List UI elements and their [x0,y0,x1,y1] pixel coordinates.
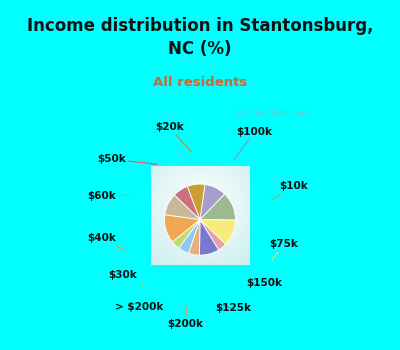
Wedge shape [200,220,219,255]
Text: $20k: $20k [155,122,191,152]
Wedge shape [200,184,225,220]
Wedge shape [174,187,200,220]
Wedge shape [200,220,226,250]
Text: > $200k: > $200k [115,299,164,312]
Wedge shape [200,220,236,244]
Wedge shape [172,220,200,248]
Text: $200k: $200k [167,307,203,329]
Text: $100k: $100k [234,127,272,159]
Text: Income distribution in Stantonsburg,
NC (%): Income distribution in Stantonsburg, NC … [27,17,373,57]
Text: $50k: $50k [97,154,157,164]
Wedge shape [187,184,205,220]
Text: $30k: $30k [108,270,146,286]
Text: $60k: $60k [87,191,130,201]
Text: $75k: $75k [270,239,298,259]
Text: $125k: $125k [215,303,251,314]
Wedge shape [165,195,200,220]
Text: $10k: $10k [272,181,308,200]
Text: $40k: $40k [87,233,125,250]
Wedge shape [179,220,200,253]
Text: All residents: All residents [153,76,247,89]
Text: $150k: $150k [246,278,282,290]
Wedge shape [200,194,236,220]
Wedge shape [188,220,200,255]
Wedge shape [164,215,200,242]
Text: ⓘ City-Data.com: ⓘ City-Data.com [238,109,310,118]
